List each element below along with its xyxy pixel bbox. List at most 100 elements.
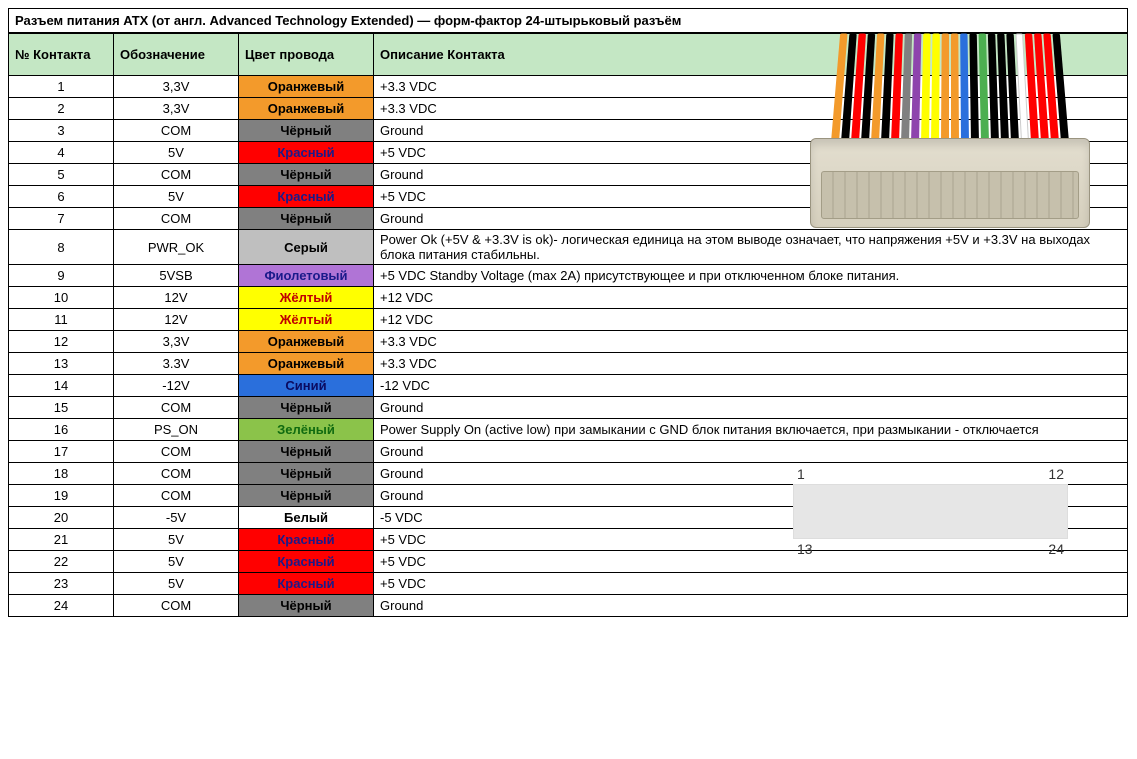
description-cell: Ground: [374, 120, 1128, 142]
designation-cell: COM: [114, 485, 239, 507]
description-cell: +5 VDC: [374, 573, 1128, 595]
designation-cell: PWR_OK: [114, 230, 239, 265]
wire-color-cell: Красный: [239, 186, 374, 208]
wire-color-cell: Чёрный: [239, 397, 374, 419]
designation-cell: -5V: [114, 507, 239, 529]
table-header-row: № Контакта Обозначение Цвет провода Опис…: [9, 34, 1128, 76]
table-row: 123,3VОранжевый+3.3 VDC: [9, 331, 1128, 353]
table-row: 23,3VОранжевый+3.3 VDC: [9, 98, 1128, 120]
table-row: 95VSBФиолетовый+5 VDC Standby Voltage (m…: [9, 265, 1128, 287]
table-row: 1012VЖёлтый+12 VDC: [9, 287, 1128, 309]
pin-label-bottom-right: 24: [1048, 541, 1064, 557]
table-row: 65VКрасный+5 VDC: [9, 186, 1128, 208]
description-cell: +5 VDC Standby Voltage (max 2A) присутст…: [374, 265, 1128, 287]
wire-color-cell: Синий: [239, 375, 374, 397]
designation-cell: 5V: [114, 573, 239, 595]
designation-cell: 5V: [114, 551, 239, 573]
pin-diagram-block: [793, 484, 1068, 539]
designation-cell: COM: [114, 164, 239, 186]
pin-cell: 12: [9, 331, 114, 353]
designation-cell: -12V: [114, 375, 239, 397]
table-row: 8PWR_OKСерыйPower Ok (+5V & +3.3V is ok)…: [9, 230, 1128, 265]
pin-cell: 7: [9, 208, 114, 230]
pin-cell: 20: [9, 507, 114, 529]
table-row: 13,3VОранжевый+3.3 VDC: [9, 76, 1128, 98]
atx-pinout-sheet: Разъем питания ATX (от англ. Advanced Te…: [8, 8, 1128, 617]
page-title: Разъем питания ATX (от англ. Advanced Te…: [8, 8, 1128, 33]
designation-cell: 5V: [114, 186, 239, 208]
wire-color-cell: Чёрный: [239, 441, 374, 463]
pin-cell: 10: [9, 287, 114, 309]
designation-cell: COM: [114, 441, 239, 463]
description-cell: +3.3 VDC: [374, 98, 1128, 120]
description-cell: +12 VDC: [374, 287, 1128, 309]
designation-cell: COM: [114, 208, 239, 230]
col-header-pin: № Контакта: [9, 34, 114, 76]
pin-label-top-left: 1: [797, 466, 805, 482]
description-cell: Power Ok (+5V & +3.3V is ok)- логическая…: [374, 230, 1128, 265]
description-cell: +12 VDC: [374, 309, 1128, 331]
description-cell: +3.3 VDC: [374, 353, 1128, 375]
table-row: 17COMЧёрныйGround: [9, 441, 1128, 463]
designation-cell: 5V: [114, 529, 239, 551]
description-cell: Ground: [374, 397, 1128, 419]
description-cell: Power Supply On (active low) при замыкан…: [374, 419, 1128, 441]
description-cell: Ground: [374, 164, 1128, 186]
pin-cell: 9: [9, 265, 114, 287]
wire-color-cell: Оранжевый: [239, 76, 374, 98]
description-cell: +3.3 VDC: [374, 331, 1128, 353]
pin-cell: 5: [9, 164, 114, 186]
table-row: 24COMЧёрныйGround: [9, 595, 1128, 617]
wire-color-cell: Чёрный: [239, 595, 374, 617]
wire-color-cell: Красный: [239, 529, 374, 551]
description-cell: Ground: [374, 441, 1128, 463]
wire-color-cell: Красный: [239, 551, 374, 573]
wire-color-cell: Чёрный: [239, 485, 374, 507]
pin-cell: 24: [9, 595, 114, 617]
wire-color-cell: Оранжевый: [239, 331, 374, 353]
pin-cell: 14: [9, 375, 114, 397]
pin-cell: 18: [9, 463, 114, 485]
pin-cell: 3: [9, 120, 114, 142]
description-cell: -12 VDC: [374, 375, 1128, 397]
wire-color-cell: Белый: [239, 507, 374, 529]
designation-cell: 5V: [114, 142, 239, 164]
pin-cell: 17: [9, 441, 114, 463]
pin-number-diagram: 1 12 13 24: [793, 466, 1068, 557]
pin-cell: 13: [9, 353, 114, 375]
designation-cell: 3,3V: [114, 331, 239, 353]
designation-cell: 12V: [114, 287, 239, 309]
table-row: 45VКрасный+5 VDC: [9, 142, 1128, 164]
pin-cell: 15: [9, 397, 114, 419]
pin-cell: 16: [9, 419, 114, 441]
wire-color-cell: Красный: [239, 142, 374, 164]
table-row: 16PS_ONЗелёныйPower Supply On (active lo…: [9, 419, 1128, 441]
wire-color-cell: Чёрный: [239, 120, 374, 142]
wire-color-cell: Жёлтый: [239, 287, 374, 309]
description-cell: +3.3 VDC: [374, 76, 1128, 98]
table-row: 15COMЧёрныйGround: [9, 397, 1128, 419]
pin-cell: 1: [9, 76, 114, 98]
wire-color-cell: Фиолетовый: [239, 265, 374, 287]
col-header-description: Описание Контакта: [374, 34, 1128, 76]
table-row: 7COMЧёрныйGround: [9, 208, 1128, 230]
col-header-color: Цвет провода: [239, 34, 374, 76]
col-header-designation: Обозначение: [114, 34, 239, 76]
pin-cell: 11: [9, 309, 114, 331]
description-cell: +5 VDC: [374, 186, 1128, 208]
wire-color-cell: Серый: [239, 230, 374, 265]
designation-cell: COM: [114, 463, 239, 485]
designation-cell: 12V: [114, 309, 239, 331]
designation-cell: COM: [114, 595, 239, 617]
table-row: 235VКрасный+5 VDC: [9, 573, 1128, 595]
description-cell: Ground: [374, 595, 1128, 617]
pin-cell: 22: [9, 551, 114, 573]
designation-cell: COM: [114, 120, 239, 142]
description-cell: Ground: [374, 208, 1128, 230]
designation-cell: PS_ON: [114, 419, 239, 441]
pin-cell: 21: [9, 529, 114, 551]
wire-color-cell: Чёрный: [239, 208, 374, 230]
table-row: 133.3VОранжевый+3.3 VDC: [9, 353, 1128, 375]
pin-cell: 8: [9, 230, 114, 265]
table-row: 5COMЧёрныйGround: [9, 164, 1128, 186]
